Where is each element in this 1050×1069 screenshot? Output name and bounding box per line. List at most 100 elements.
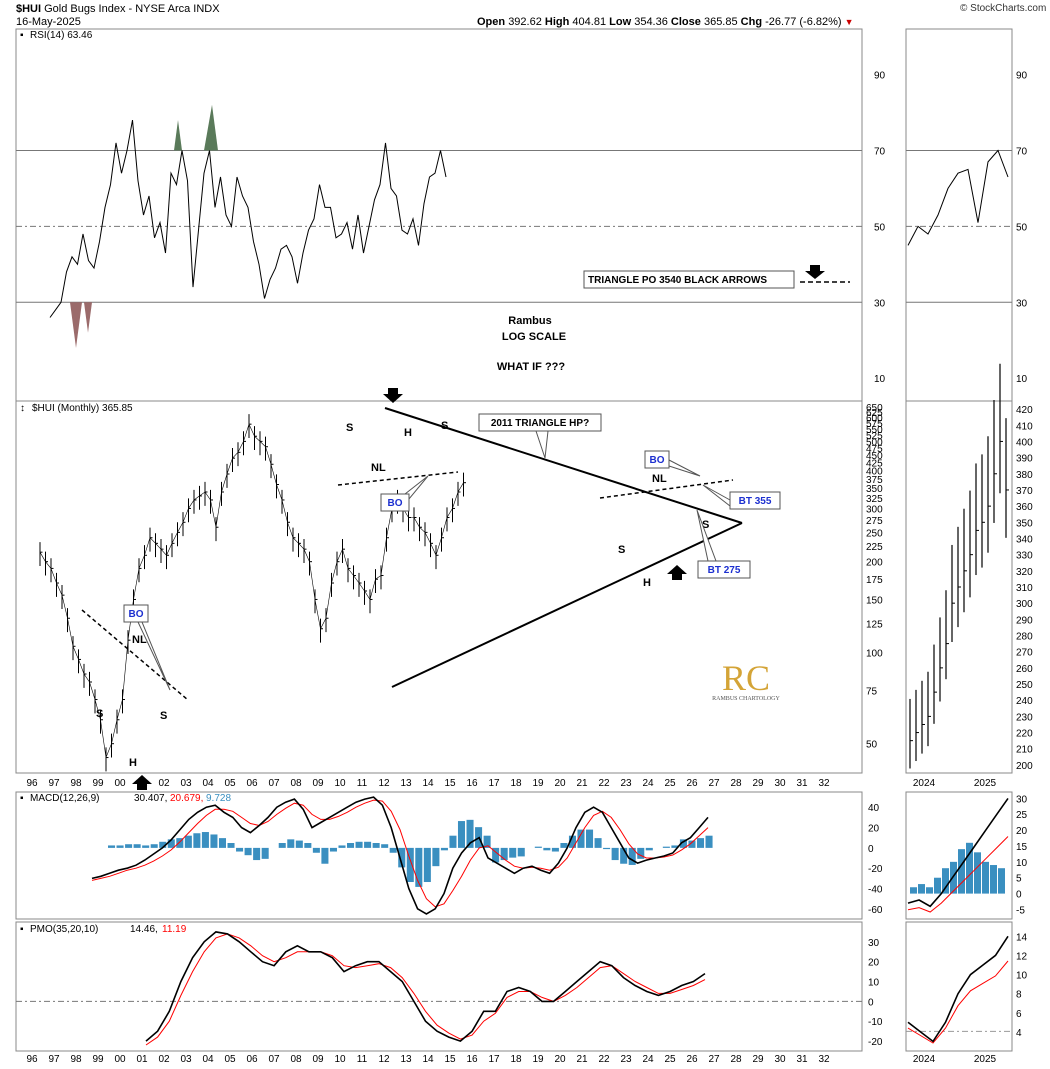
- rsi-inset-line: [907, 149, 1009, 246]
- price-inset-tick-label-290: 290: [1016, 615, 1033, 626]
- rsi-overbought-fill: [174, 120, 182, 151]
- price-xtick-label-12: 12: [378, 778, 390, 789]
- bo-callout-2001-box: [123, 604, 149, 623]
- price-xtick-label-31: 31: [796, 778, 808, 789]
- triangle-lower-trendline: [391, 522, 743, 688]
- price-xtick-label-04: 04: [202, 778, 214, 789]
- price-xtick-label-21: 21: [576, 778, 588, 789]
- macd-histogram-bar: [304, 843, 312, 848]
- pmo-inset-xtick-2025: 2025: [974, 1054, 997, 1065]
- macd-histogram-bar: [364, 841, 372, 848]
- pmo-xtick-label-96: 96: [26, 1054, 38, 1065]
- pmo-xtick-label-12: 12: [378, 1054, 390, 1065]
- macd-line: [91, 796, 709, 915]
- rsi-inset-tick-label-90: 90: [1016, 71, 1028, 82]
- macd-histogram-bar: [398, 847, 406, 868]
- price-legend-marker: ↕: [20, 403, 25, 414]
- price-tick-label-300: 300: [866, 504, 883, 515]
- open-value: 392.62: [508, 16, 542, 28]
- macd-histogram-bar: [150, 844, 158, 848]
- macd-histogram-bar: [321, 847, 329, 864]
- price-xtick-label-08: 08: [290, 778, 302, 789]
- pmo-xtick-label-09: 09: [312, 1054, 324, 1065]
- rsi-tick-label-70: 70: [874, 146, 886, 157]
- price-xtick-label-14: 14: [422, 778, 434, 789]
- price-xtick-label-24: 24: [642, 778, 654, 789]
- price-tick-label-225: 225: [866, 542, 883, 553]
- chart-date: 16-May-2025: [16, 16, 81, 28]
- rsi-line: [49, 120, 447, 318]
- price-inset-tick-label-210: 210: [1016, 745, 1033, 756]
- rsi-tick-label-90: 90: [874, 71, 886, 82]
- macd-histogram-bar: [466, 819, 474, 848]
- price-xtick-label-16: 16: [466, 778, 478, 789]
- macd-histogram-bar: [381, 844, 389, 848]
- pmo-xtick-label-23: 23: [620, 1054, 632, 1065]
- price-xtick-label-15: 15: [444, 778, 456, 789]
- pmo-xtick-label-08: 08: [290, 1054, 302, 1065]
- macd-readout-value: 30.407,: [134, 793, 167, 804]
- pmo-xtick-label-04: 04: [202, 1054, 214, 1065]
- low-label: Low: [609, 16, 632, 28]
- pmo-inset-tick-label-10: 10: [1016, 971, 1028, 982]
- pmo-xtick-label-14: 14: [422, 1054, 434, 1065]
- price-inset-tick-label-340: 340: [1016, 534, 1033, 545]
- pmo-inset-tick-label-8: 8: [1016, 990, 1022, 1001]
- price-tick-label-525: 525: [866, 431, 883, 442]
- macd-inset-line: [907, 797, 1009, 908]
- macd-histogram-bar: [577, 829, 585, 848]
- macd-histogram-bar: [176, 838, 184, 848]
- pmo-xtick-label-31: 31: [796, 1054, 808, 1065]
- pattern-label-s: S: [618, 544, 625, 556]
- macd-histogram-bar: [534, 846, 542, 848]
- pmo-xtick-label-99: 99: [92, 1054, 104, 1065]
- triangle-hp-callout-box: [478, 413, 602, 432]
- price-inset-tick-label-230: 230: [1016, 712, 1033, 723]
- triangle-upper-trendline: [384, 407, 743, 524]
- neckline-2001: [81, 609, 189, 701]
- pmo-inset-tick-label-4: 4: [1016, 1028, 1022, 1039]
- down-triangle-icon: ▼: [844, 17, 854, 27]
- macd-histogram-bar: [671, 845, 679, 848]
- macd-histogram-bar: [560, 843, 568, 848]
- pmo-tick-label-10: 10: [868, 978, 880, 989]
- macd-histogram-bar: [611, 847, 619, 861]
- bo-callout-2024-box: [644, 450, 670, 469]
- price-inset-tick-label-270: 270: [1016, 648, 1033, 659]
- bt-275-callout-box: [697, 560, 751, 579]
- black-up-arrow-icon-2: [667, 565, 687, 580]
- pmo-inset-panel: [905, 921, 1013, 1052]
- macd-histogram-bar: [236, 847, 244, 852]
- price-xtick-label-25: 25: [664, 778, 676, 789]
- price-inset-tick-label-220: 220: [1016, 729, 1033, 740]
- macd-inset-histogram-bar: [966, 842, 973, 894]
- price-inset-tick-label-350: 350: [1016, 518, 1033, 529]
- price-xtick-label-22: 22: [598, 778, 610, 789]
- price-inset-tick-label-370: 370: [1016, 486, 1033, 497]
- macd-histogram-bar: [543, 847, 551, 851]
- macd-inset-histogram-bar: [918, 884, 925, 894]
- macd-inset-signal-line: [907, 836, 1009, 913]
- rsi-inset-tick-label-10: 10: [1016, 374, 1028, 385]
- macd-inset-tick-label-25: 25: [1016, 810, 1028, 821]
- price-tick-label-650: 650: [866, 403, 883, 414]
- macd-histogram-bar: [278, 843, 286, 848]
- macd-inset-tick-label-30: 30: [1016, 794, 1028, 805]
- macd-histogram-bar: [662, 846, 670, 848]
- bo-callout-2024-text: BO: [650, 455, 665, 466]
- rsi-tick-label-30: 30: [874, 298, 886, 309]
- logo-caption: RAMBUS CHARTOLOGY: [712, 696, 780, 702]
- pmo-xtick-label-26: 26: [686, 1054, 698, 1065]
- macd-histogram-bar: [568, 835, 576, 848]
- macd-histogram-bar: [688, 840, 696, 848]
- pmo-xtick-label-25: 25: [664, 1054, 676, 1065]
- pmo-xtick-label-11: 11: [357, 1054, 368, 1065]
- pmo-panel: [15, 921, 863, 1052]
- pmo-xtick-label-97: 97: [48, 1054, 60, 1065]
- neckline-2011: [337, 471, 459, 486]
- macd-histogram-bar: [244, 847, 252, 856]
- bt-355-callout-box: [729, 491, 781, 510]
- price-xtick-label-26: 26: [686, 778, 698, 789]
- price-bars-group: [39, 414, 466, 772]
- pmo-title: PMO(35,20,10): [30, 924, 98, 935]
